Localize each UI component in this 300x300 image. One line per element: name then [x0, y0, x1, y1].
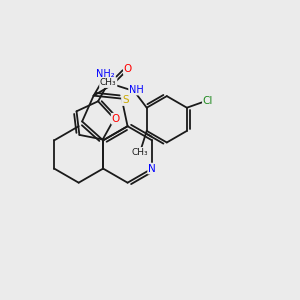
- Text: O: O: [124, 64, 132, 74]
- Text: NH: NH: [129, 85, 144, 94]
- Text: CH₃: CH₃: [100, 78, 117, 87]
- Text: O: O: [112, 114, 120, 124]
- Text: N: N: [148, 164, 156, 174]
- Text: S: S: [122, 95, 129, 105]
- Text: Cl: Cl: [203, 96, 213, 106]
- Text: CH₃: CH₃: [131, 148, 148, 157]
- Text: NH₂: NH₂: [96, 69, 115, 79]
